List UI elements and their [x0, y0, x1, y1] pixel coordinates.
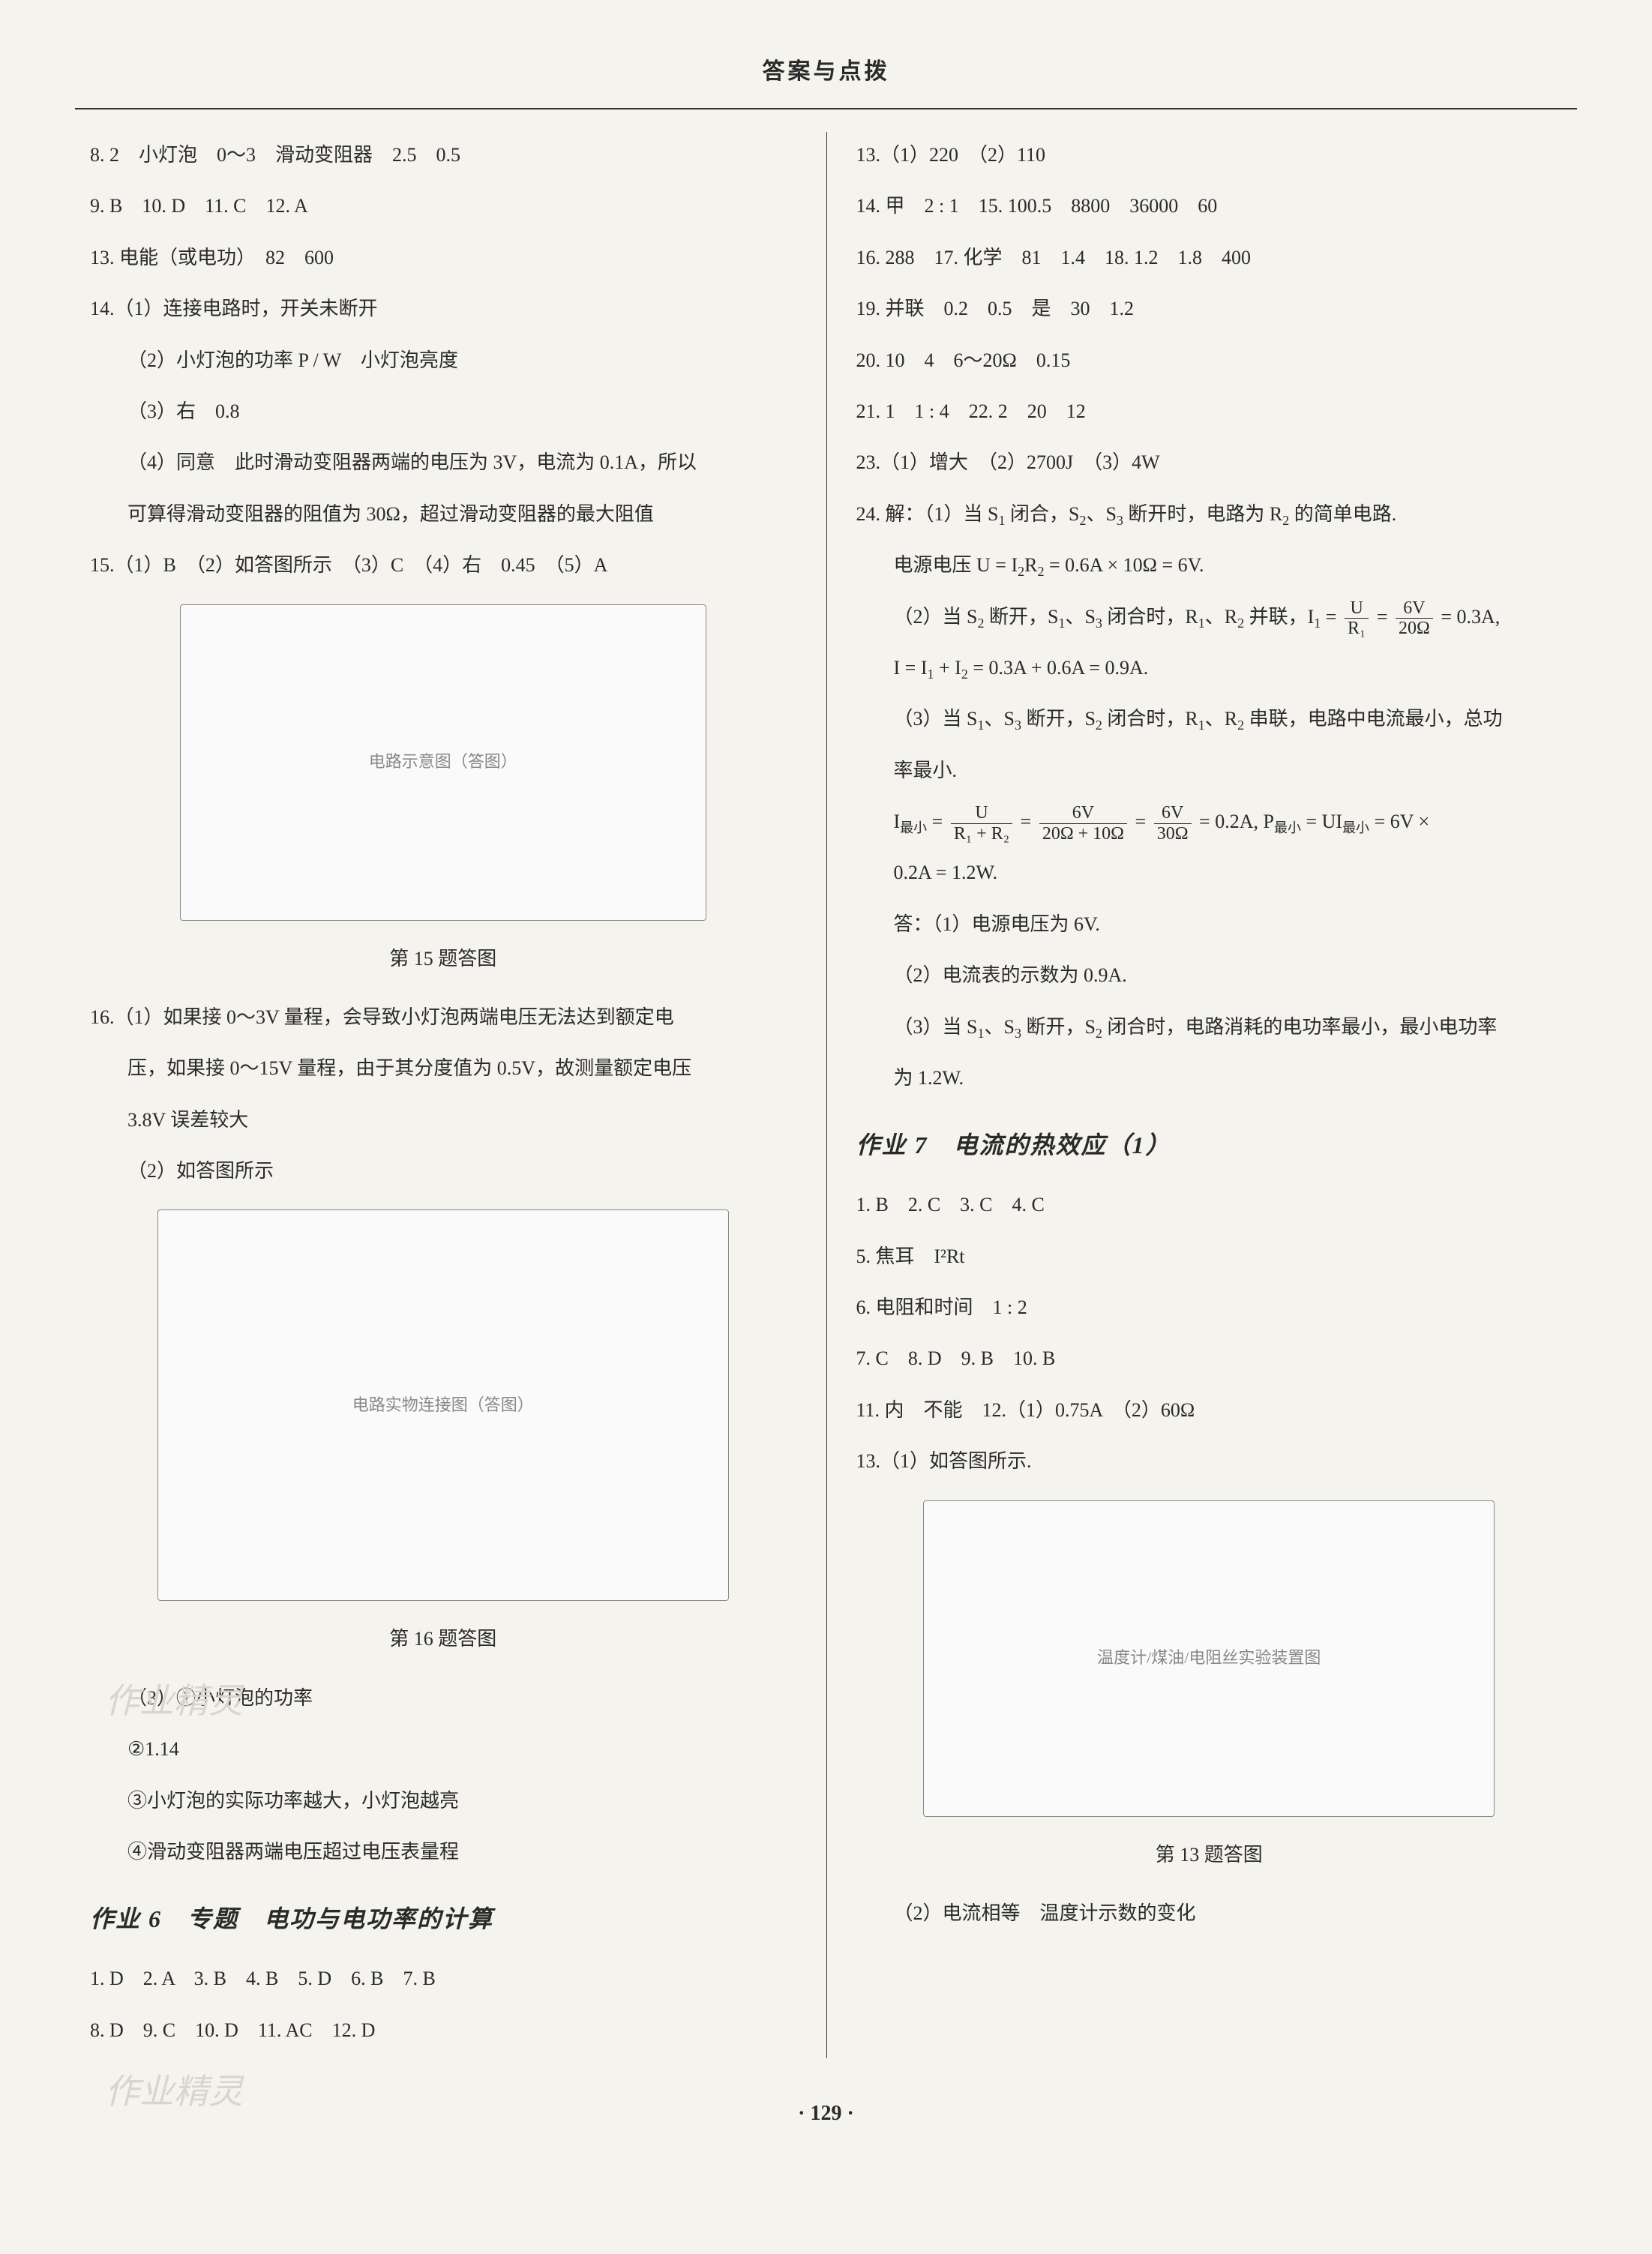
left-line-16d: （2）如答图所示 — [90, 1148, 796, 1194]
left-line-9-12: 9. B 10. D 11. C 12. A — [90, 183, 796, 229]
right-line-20: 20. 10 4 6～20Ω 0.15 — [856, 337, 1563, 384]
right-line-24k: （3）当 S1、S3 断开，S2 闭合时，电路消耗的电功率最小，最小电功率 — [856, 1004, 1563, 1051]
section-7-line-6: 6. 电阻和时间 1 : 2 — [856, 1284, 1563, 1331]
left-line-14a: 14.（1）连接电路时，开关未断开 — [90, 286, 796, 332]
fraction-6v-20plus10: 6V 20Ω + 10Ω — [1039, 803, 1127, 844]
figure-15-caption: 第 15 题答图 — [90, 936, 796, 982]
right-line-24f: 率最小. — [856, 748, 1563, 794]
section-6-line-2: 8. D 9. C 10. D 11. AC 12. D — [90, 2007, 796, 2054]
left-line-16f: ②1.14 — [90, 1726, 796, 1773]
figure-13-hw7-caption: 第 13 题答图 — [856, 1832, 1563, 1878]
figure-15: 电路示意图（答图） — [180, 604, 706, 921]
fraction-u-r1r2: U R₁ + R₂ — [951, 803, 1012, 844]
right-line-24b: 电源电压 U = I2R2 = 0.6A × 10Ω = 6V. — [856, 542, 1563, 589]
right-line-19: 19. 并联 0.2 0.5 是 30 1.2 — [856, 286, 1563, 332]
page-header: 答案与点拨 — [75, 45, 1577, 109]
left-line-16c: 3.8V 误差较大 — [90, 1097, 796, 1143]
two-column-layout: 8. 2 小灯泡 0～3 滑动变阻器 2.5 0.5 9. B 10. D 11… — [75, 132, 1577, 2058]
section-7-line-11-12: 11. 内 不能 12.（1）0.75A （2）60Ω — [856, 1387, 1563, 1434]
left-line-14c: （3）右 0.8 — [90, 388, 796, 435]
figure-15-label: 电路示意图（答图） — [369, 742, 517, 782]
fraction-u-r1: U R₁ — [1345, 598, 1369, 639]
right-line-24h: 0.2A = 1.2W. — [856, 850, 1563, 896]
figure-13-hw7: 温度计/煤油/电阻丝实验装置图 — [923, 1500, 1495, 1817]
figure-16: 电路实物连接图（答图） — [157, 1209, 729, 1601]
left-column: 8. 2 小灯泡 0～3 滑动变阻器 2.5 0.5 9. B 10. D 11… — [75, 132, 811, 2058]
right-line-16-18: 16. 288 17. 化学 81 1.4 18. 1.2 1.8 400 — [856, 235, 1563, 281]
section-7-title: 作业 7 电流的热效应（1） — [856, 1117, 1563, 1174]
section-6-title: 作业 6 专题 电功与电功率的计算 — [90, 1890, 796, 1948]
section-7-line-13: 13.（1）如答图所示. — [856, 1438, 1563, 1485]
left-line-14d: （4）同意 此时滑动变阻器两端的电压为 3V，电流为 0.1A，所以 — [90, 439, 796, 486]
left-line-16b: 压，如果接 0～15V 量程，由于其分度值为 0.5V，故测量额定电压 — [90, 1045, 796, 1092]
section-7-line-5: 5. 焦耳 I²Rt — [856, 1233, 1563, 1280]
section-7-line-13b: （2）电流相等 温度计示数的变化 — [856, 1890, 1563, 1937]
left-line-13: 13. 电能（或电功） 82 600 — [90, 235, 796, 281]
right-line-13: 13.（1）220 （2）110 — [856, 132, 1563, 178]
fraction-6v-20ohm: 6V 20Ω — [1396, 598, 1433, 639]
left-line-14e: 可算得滑动变阻器的阻值为 30Ω，超过滑动变阻器的最大阻值 — [90, 491, 796, 538]
figure-16-label: 电路实物连接图（答图） — [352, 1386, 534, 1425]
left-line-16g: ③小灯泡的实际功率越大，小灯泡越亮 — [90, 1778, 796, 1824]
left-line-16e: （3）①小灯泡的功率 — [90, 1675, 796, 1722]
fraction-6v-30ohm: 6V 30Ω — [1154, 803, 1192, 844]
right-line-24e: （3）当 S1、S3 断开，S2 闭合时，R1、R2 串联，电路中电流最小，总功 — [856, 696, 1563, 742]
right-line-23: 23.（1）增大 （2）2700J （3）4W — [856, 439, 1563, 486]
left-line-16a: 16.（1）如果接 0～3V 量程，会导致小灯泡两端电压无法达到额定电 — [90, 994, 796, 1041]
figure-13-hw7-label: 温度计/煤油/电阻丝实验装置图 — [1097, 1638, 1321, 1678]
right-line-24d: I = I1 + I2 = 0.3A + 0.6A = 0.9A. — [856, 645, 1563, 691]
right-line-14-15: 14. 甲 2 : 1 15. 100.5 8800 36000 60 — [856, 183, 1563, 229]
right-line-24l: 为 1.2W. — [856, 1055, 1563, 1102]
left-line-8: 8. 2 小灯泡 0～3 滑动变阻器 2.5 0.5 — [90, 132, 796, 178]
section-7-line-7-10: 7. C 8. D 9. B 10. B — [856, 1335, 1563, 1382]
right-line-24a: 24. 解：（1）当 S1 闭合，S2、S3 断开时，电路为 R2 的简单电路. — [856, 491, 1563, 538]
left-line-16h: ④滑动变阻器两端电压超过电压表量程 — [90, 1829, 796, 1875]
page-number: · 129 · — [75, 2088, 1577, 2139]
section-7-line-1-4: 1. B 2. C 3. C 4. C — [856, 1182, 1563, 1228]
left-line-14b: （2）小灯泡的功率 P / W 小灯泡亮度 — [90, 337, 796, 384]
right-column: 13.（1）220 （2）110 14. 甲 2 : 1 15. 100.5 8… — [841, 132, 1578, 2058]
right-line-24c: （2）当 S2 断开，S1、S3 闭合时，R1、R2 并联，I1 = U R₁ … — [856, 594, 1563, 640]
figure-16-caption: 第 16 题答图 — [90, 1616, 796, 1662]
section-6-line-1: 1. D 2. A 3. B 4. B 5. D 6. B 7. B — [90, 1956, 796, 2002]
right-line-24g: I最小 = U R₁ + R₂ = 6V 20Ω + 10Ω = 6V 30Ω … — [856, 799, 1563, 845]
right-line-24j: （2）电流表的示数为 0.9A. — [856, 952, 1563, 999]
left-line-15: 15.（1）B （2）如答图所示 （3）C （4）右 0.45 （5）A — [90, 542, 796, 589]
right-line-24i: 答：（1）电源电压为 6V. — [856, 901, 1563, 948]
right-line-21-22: 21. 1 1 : 4 22. 2 20 12 — [856, 388, 1563, 435]
